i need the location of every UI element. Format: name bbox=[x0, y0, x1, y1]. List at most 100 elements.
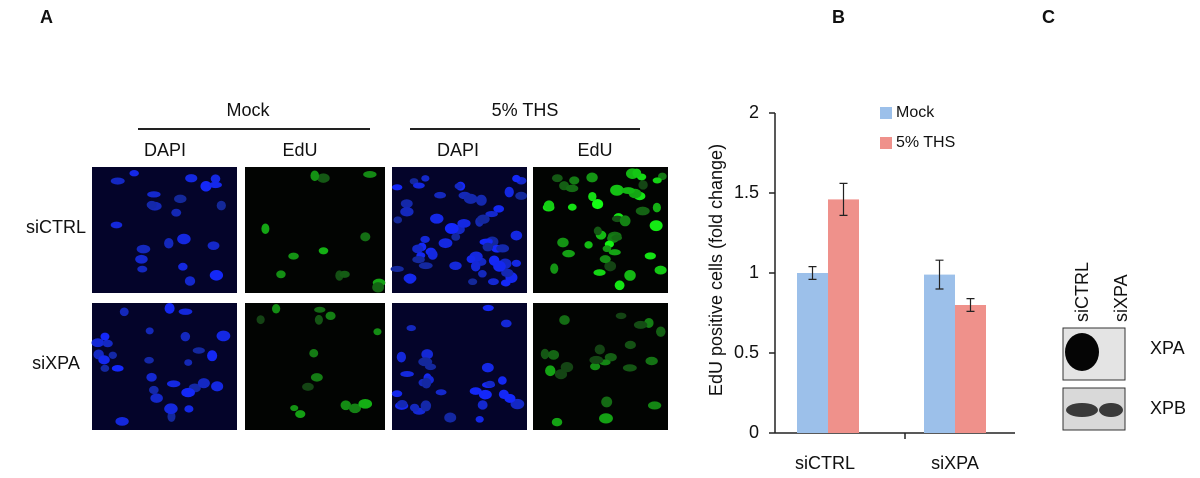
nucleus bbox=[317, 173, 330, 183]
nucleus bbox=[146, 372, 157, 382]
nucleus bbox=[110, 221, 123, 229]
nucleus bbox=[621, 187, 635, 194]
nucleus bbox=[295, 410, 306, 418]
nucleus bbox=[420, 400, 432, 412]
nucleus bbox=[501, 268, 514, 278]
nucleus bbox=[550, 263, 559, 274]
y-axis-title: EdU positive cells (fold change) bbox=[706, 144, 726, 396]
band-label: XPB bbox=[1150, 398, 1186, 418]
nucleus bbox=[482, 304, 494, 312]
nucleus bbox=[310, 373, 323, 382]
stain-label: DAPI bbox=[437, 140, 479, 160]
nucleus bbox=[540, 348, 550, 360]
nucleus bbox=[562, 249, 575, 258]
nucleus bbox=[478, 270, 487, 278]
panel-label: C bbox=[1042, 7, 1055, 27]
nucleus bbox=[586, 172, 598, 183]
nucleus bbox=[256, 315, 265, 325]
nucleus bbox=[589, 355, 604, 365]
nucleus bbox=[557, 237, 569, 248]
nucleus bbox=[487, 278, 499, 286]
nucleus bbox=[594, 344, 605, 355]
nucleus bbox=[543, 200, 555, 211]
nucleus bbox=[604, 261, 617, 272]
stain-label: EdU bbox=[577, 140, 612, 160]
nucleus bbox=[604, 353, 617, 362]
nucleus bbox=[400, 370, 414, 378]
nucleus bbox=[216, 200, 226, 211]
nucleus bbox=[164, 237, 174, 249]
nucleus bbox=[457, 218, 471, 228]
nucleus bbox=[430, 213, 444, 224]
nucleus bbox=[569, 176, 580, 185]
nucleus bbox=[451, 233, 461, 241]
nucleus bbox=[469, 387, 482, 395]
nucleus bbox=[412, 255, 425, 264]
nucleus bbox=[592, 198, 604, 210]
nucleus bbox=[197, 378, 210, 389]
bar bbox=[797, 273, 828, 433]
nucleus bbox=[396, 351, 407, 363]
nucleus bbox=[421, 377, 432, 389]
nucleus bbox=[115, 416, 129, 426]
nucleus bbox=[647, 401, 662, 410]
bar-chart: 0 0.5 1 1.5 2 siCTRL siXPA Mock 5% THS bbox=[734, 102, 1015, 473]
nucleus bbox=[261, 223, 270, 235]
nucleus bbox=[210, 174, 221, 184]
nucleus bbox=[174, 194, 187, 204]
nucleus bbox=[396, 400, 408, 408]
nucleus bbox=[209, 181, 222, 189]
nucleus bbox=[559, 315, 570, 325]
nucleus bbox=[271, 304, 281, 314]
nucleus bbox=[477, 400, 488, 410]
y-tick-label: 1.5 bbox=[734, 182, 759, 202]
nucleus bbox=[656, 326, 666, 337]
legend-swatch bbox=[880, 137, 892, 149]
nucleus bbox=[166, 380, 181, 388]
nucleus bbox=[515, 191, 528, 200]
nucleus bbox=[391, 184, 403, 191]
bar bbox=[955, 305, 986, 433]
nucleus bbox=[435, 389, 447, 396]
lane-label: siXPA bbox=[1111, 274, 1131, 322]
legend-label: 5% THS bbox=[896, 134, 955, 151]
nucleus bbox=[482, 242, 494, 252]
nucleus bbox=[184, 405, 194, 413]
nucleus bbox=[567, 203, 577, 211]
nucleus bbox=[645, 356, 658, 366]
nucleus bbox=[421, 349, 434, 360]
nucleus bbox=[390, 265, 404, 273]
nucleus bbox=[309, 349, 319, 358]
nucleus bbox=[108, 351, 117, 359]
panel-label: B bbox=[832, 7, 845, 27]
nucleus bbox=[500, 319, 512, 328]
x-tick-label: siXPA bbox=[931, 453, 979, 473]
nucleus bbox=[290, 404, 299, 412]
error-bar bbox=[839, 182, 848, 216]
nucleus bbox=[406, 324, 416, 332]
nucleus bbox=[632, 168, 642, 178]
nucleus bbox=[485, 210, 498, 218]
nucleus bbox=[178, 308, 193, 315]
nucleus bbox=[276, 270, 286, 279]
nucleus bbox=[200, 180, 212, 192]
nucleus bbox=[404, 273, 416, 284]
nucleus bbox=[325, 311, 336, 321]
nucleus bbox=[608, 249, 621, 256]
nucleus bbox=[314, 306, 326, 313]
nucleus bbox=[391, 390, 403, 398]
legend-label: Mock bbox=[896, 104, 935, 121]
nucleus bbox=[470, 261, 481, 272]
nucleus bbox=[545, 365, 556, 377]
nucleus bbox=[584, 241, 593, 249]
row-label: siCTRL bbox=[26, 217, 86, 237]
nucleus bbox=[444, 412, 457, 423]
stain-label: DAPI bbox=[144, 140, 186, 160]
nucleus bbox=[454, 182, 464, 190]
nucleus bbox=[146, 200, 157, 209]
nucleus bbox=[110, 177, 125, 185]
nucleus bbox=[551, 174, 563, 183]
legend-swatch bbox=[880, 107, 892, 119]
lane-label: siCTRL bbox=[1072, 262, 1092, 322]
blot-band bbox=[1065, 333, 1099, 371]
